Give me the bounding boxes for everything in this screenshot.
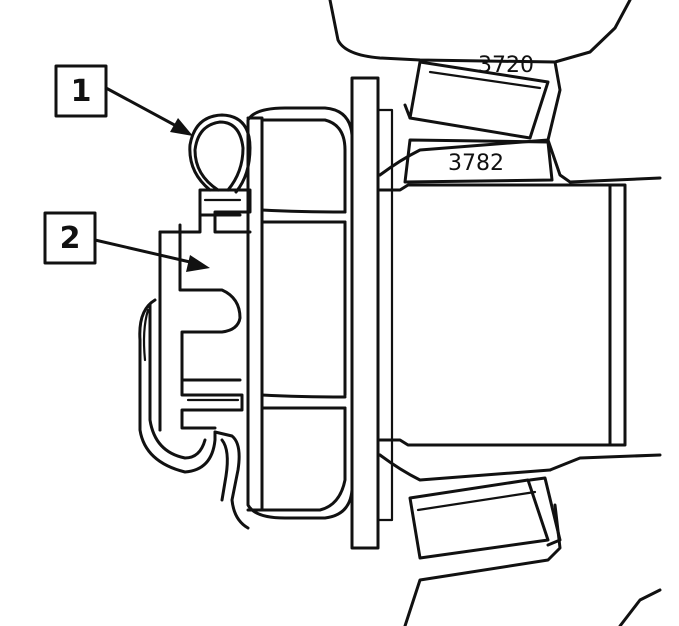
part-label-3720: 3720: [478, 53, 534, 78]
outer-bearing-3720: 3720: [403, 53, 550, 140]
callout-1: 1: [54, 64, 193, 136]
callout-number-2: 2: [60, 221, 81, 256]
hub-nut: [246, 106, 354, 520]
spindle-shaft: [378, 183, 627, 447]
bearing-race-3782: 3782: [403, 138, 554, 184]
cotter-pin: [138, 113, 252, 530]
callout-number-1: 1: [71, 74, 92, 109]
nut-retainer: [158, 188, 252, 432]
part-label-3782: 3782: [448, 151, 504, 176]
inner-bearing: [408, 476, 562, 560]
callout-arrowhead-2: [186, 255, 210, 272]
callout-arrowhead-1: [170, 118, 193, 136]
washer-plate: [350, 76, 394, 550]
callout-2: 2: [43, 211, 210, 272]
